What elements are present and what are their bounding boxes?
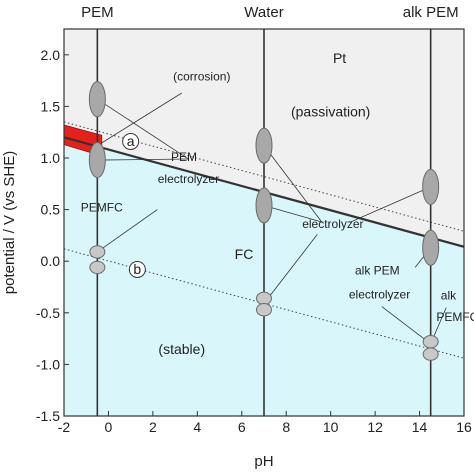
- annotation-label-11: PEMFC: [436, 310, 474, 324]
- operating-ellipse-2: [89, 245, 106, 259]
- y-tick-label-0: -1.5: [36, 408, 60, 424]
- y-tick-label-4: 0.5: [41, 202, 61, 218]
- labels: Pt (passivation) (corrosion) PEM electrolyze…: [81, 4, 474, 357]
- y-tick-label-3: 0.0: [41, 253, 61, 269]
- annotation-label-10: alk: [441, 288, 457, 302]
- annotation-label-12: (stable): [158, 341, 205, 357]
- x-tick-label-5: 8: [282, 419, 290, 435]
- operating-ellipse-9: [422, 229, 440, 266]
- leader-line-0: [97, 98, 189, 160]
- column-label-2: alk PEM: [403, 4, 459, 21]
- annotation-label-5: PEMFC: [81, 201, 123, 215]
- leader-line-6: [263, 205, 322, 223]
- annotation-label-1: (passivation): [291, 104, 370, 120]
- x-tick-label-1: 0: [105, 419, 113, 435]
- y-tick-label-1: -1.0: [36, 356, 60, 372]
- annotation-label-3: PEM: [171, 150, 197, 164]
- x-tick-label-6: 10: [323, 419, 339, 435]
- annotation-label-4: electrolyzer: [158, 172, 219, 186]
- annotation-label-8: alk PEM: [355, 264, 400, 278]
- axes: -2 0 2 4 6 8 10 12 14 16 -1.5 -1.0 -0.5 0.0 0.5 1.0 1.5 2…: [1, 47, 472, 470]
- y-tick-label-6: 1.5: [41, 98, 61, 114]
- x-tick-label-9: 16: [456, 419, 472, 435]
- operating-ellipse-10: [422, 335, 439, 349]
- column-label-1: Water: [244, 4, 283, 21]
- leader-line-5: [263, 145, 323, 223]
- leader-line-2: [97, 92, 182, 146]
- annotation-label-2: (corrosion): [173, 70, 230, 84]
- leader-line-8: [350, 186, 431, 223]
- y-tick-label-5: 1.0: [41, 150, 61, 166]
- leader-line-7: [263, 234, 318, 304]
- marker-circle-a: [122, 132, 140, 150]
- x-tick-label-7: 12: [367, 419, 383, 435]
- leader-line-10: [381, 306, 431, 345]
- annotation-label-0: Pt: [333, 50, 346, 66]
- x-tick-label-2: 2: [149, 419, 157, 435]
- operating-ellipse-5: [255, 187, 273, 224]
- operating-ellipse-0: [88, 81, 106, 118]
- operating-ellipse-11: [422, 347, 439, 361]
- x-tick-label-3: 4: [193, 419, 201, 435]
- y-tick-label-2: -0.5: [36, 305, 60, 321]
- operating-ellipse-4: [255, 127, 273, 164]
- annotation-label-9: electrolyzer: [349, 287, 410, 301]
- y-axis-title: potential / V (vs SHE): [1, 151, 18, 294]
- column-label-0: PEM: [81, 4, 114, 21]
- plot-area: ab: [64, 29, 464, 416]
- operating-ellipse-6: [256, 291, 272, 306]
- leader-line-1: [97, 158, 189, 161]
- operating-ellipse-3: [89, 260, 106, 275]
- marker-label-a: a: [127, 133, 135, 149]
- x-tick-label-4: 6: [238, 419, 246, 435]
- annotation-label-7: FC: [235, 246, 254, 262]
- operating-ellipse-1: [88, 142, 106, 179]
- operating-ellipse-8: [422, 168, 440, 205]
- annotation-label-6: electrolyzer: [302, 217, 363, 231]
- plot-frame: [63, 28, 465, 417]
- x-axis-title: pH: [254, 453, 273, 470]
- x-tick-label-0: -2: [58, 419, 71, 435]
- x-tick-label-8: 14: [412, 419, 428, 435]
- marker-circle-b: [128, 260, 146, 278]
- y-tick-label-7: 2.0: [41, 47, 61, 63]
- marker-label-b: b: [133, 261, 141, 277]
- operating-ellipse-7: [256, 303, 272, 317]
- leader-line-4: [97, 209, 158, 253]
